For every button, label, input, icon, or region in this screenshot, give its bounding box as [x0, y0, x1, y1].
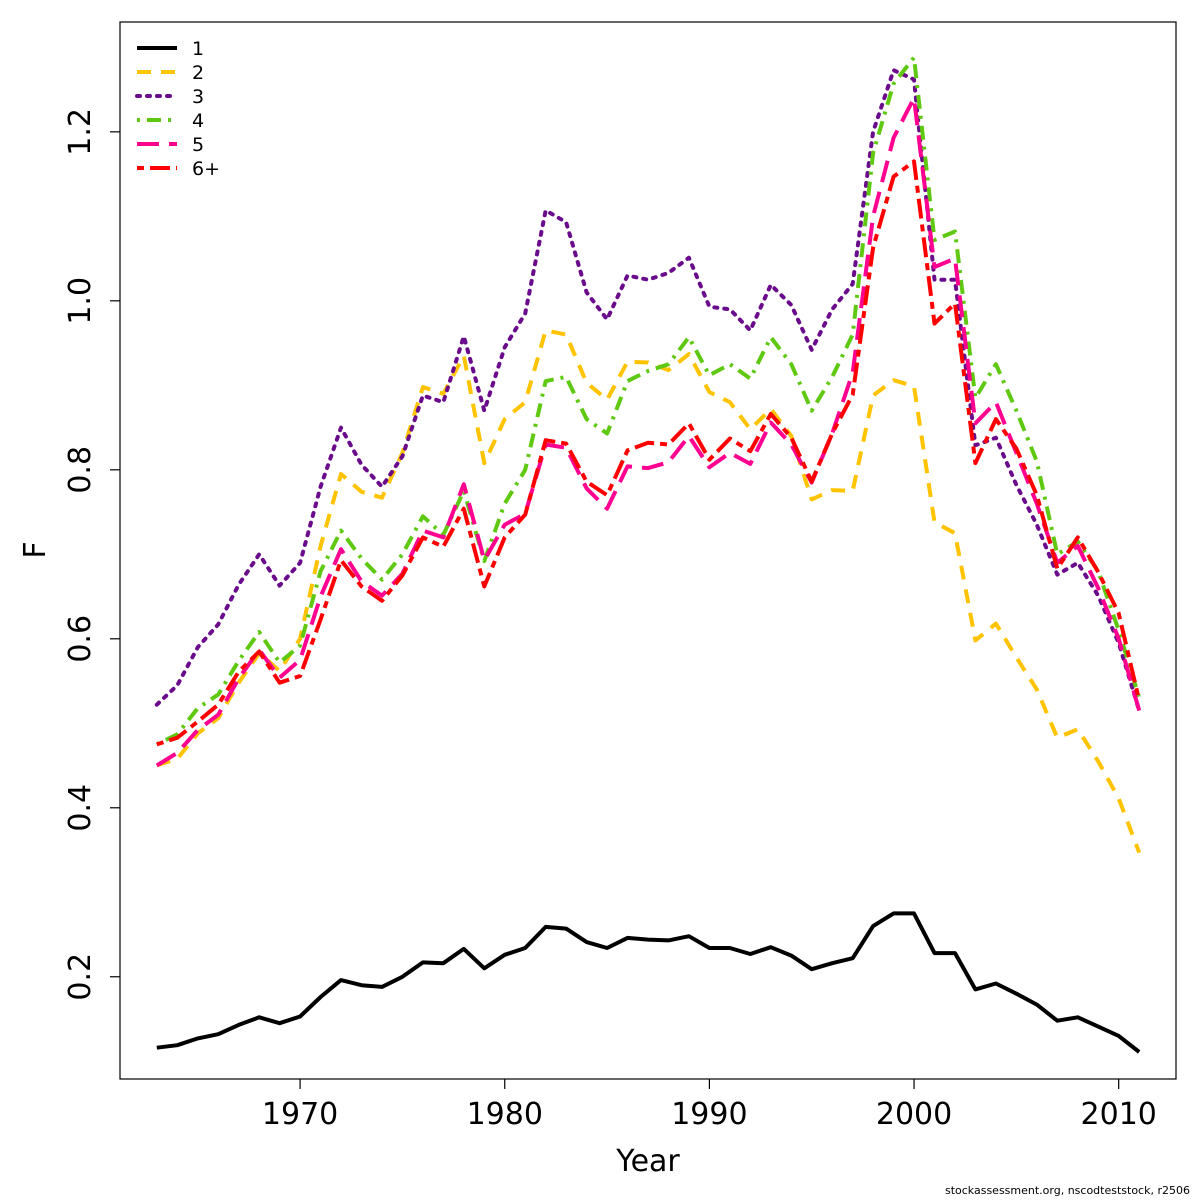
y-axis-title: F [18, 541, 53, 558]
y-tick-label: 0.6 [63, 615, 98, 663]
series-line-5 [155, 96, 1142, 768]
y-tick-label: 0.2 [63, 953, 98, 1001]
y-tick-label: 1.0 [63, 277, 98, 325]
footer-credit: stockassessment.org, nscodteststock, r25… [945, 1184, 1190, 1197]
x-tick-label: 2010 [1081, 1097, 1157, 1132]
y-tick-label: 0.8 [63, 446, 98, 494]
series-line-3 [154, 68, 1142, 713]
x-axis: 1970 1980 1990 2000 2010 [262, 1079, 1157, 1132]
x-tick-label: 1970 [262, 1097, 338, 1132]
legend-label-4: 4 [192, 110, 204, 132]
x-axis-title: Year [615, 1144, 680, 1179]
legend-label-2: 2 [192, 62, 204, 84]
series-line-1 [156, 911, 1141, 1054]
legend-label-6plus: 6+ [192, 158, 220, 180]
x-tick-label: 1980 [467, 1097, 543, 1132]
x-tick-label: 1990 [671, 1097, 747, 1132]
series-line-4 [155, 55, 1142, 747]
y-tick-label: 0.4 [63, 784, 98, 832]
series-line-6plus [156, 159, 1142, 747]
plot-frame [119, 21, 1177, 1080]
legend-label-5: 5 [192, 134, 204, 156]
legend-label-3: 3 [192, 86, 204, 108]
legend-label-1: 1 [192, 38, 204, 60]
y-tick-label: 1.2 [63, 108, 98, 156]
x-tick-label: 2000 [876, 1097, 952, 1132]
y-axis: 0.2 0.4 0.6 0.8 1.0 1.2 [63, 108, 120, 1001]
series-line-2 [156, 328, 1142, 854]
series-lines [154, 55, 1142, 1054]
